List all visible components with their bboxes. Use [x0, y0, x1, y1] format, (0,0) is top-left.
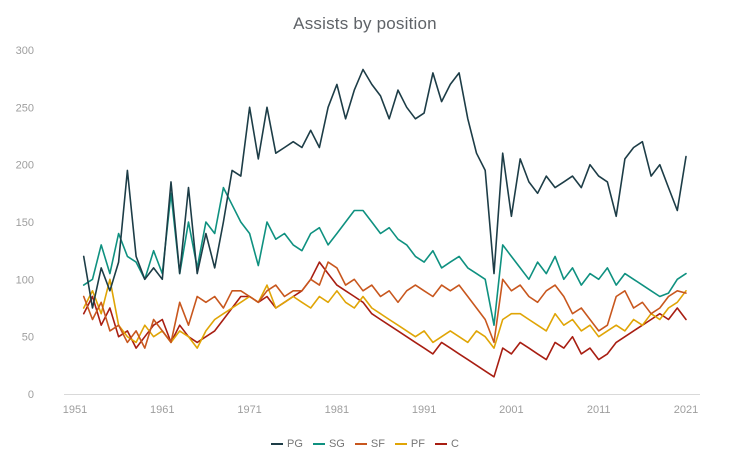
y-tick-label: 0 [28, 389, 34, 401]
legend-label-pg: PG [287, 438, 303, 450]
legend-swatch-pf [394, 443, 407, 445]
x-tick-label: 1981 [325, 404, 349, 416]
x-tick-label: 1991 [412, 404, 436, 416]
legend-label-sf: SF [370, 438, 385, 450]
x-tick-label: 2011 [587, 404, 611, 416]
series-line-sf [82, 261, 687, 349]
legend-label-pf: PF [410, 438, 425, 450]
x-tick-label: 1951 [63, 404, 87, 416]
x-tick-label: 1971 [237, 404, 261, 416]
legend-label-c: C [450, 438, 459, 450]
x-tick-label: 1961 [150, 404, 174, 416]
y-tick-label: 300 [16, 45, 34, 57]
y-tick-label: 100 [16, 274, 34, 286]
chart-legend: PG SG SF PF C [0, 438, 730, 450]
legend-swatch-sf [354, 443, 367, 445]
y-tick-label: 50 [22, 332, 34, 344]
x-tick-label: 2001 [499, 404, 523, 416]
y-tick-label: 150 [16, 217, 34, 229]
y-tick-label: 250 [16, 102, 34, 114]
series-line-c [82, 261, 687, 378]
legend-swatch-sg [312, 443, 325, 445]
legend-item-pg[interactable]: PG [271, 438, 303, 450]
legend-item-c[interactable]: C [434, 438, 459, 450]
chart-title: Assists by position [293, 14, 437, 33]
series-line-pg [82, 68, 687, 309]
legend-item-pf[interactable]: PF [394, 438, 425, 450]
series-line-pf [82, 278, 687, 349]
legend-swatch-pg [271, 443, 284, 445]
y-tick-label: 200 [16, 160, 34, 172]
x-tick-label: 2021 [674, 404, 698, 416]
series-line-sg [82, 186, 687, 327]
legend-swatch-c [434, 443, 447, 445]
legend-label-sg: SG [328, 438, 345, 450]
legend-item-sf[interactable]: SF [354, 438, 385, 450]
legend-item-sg[interactable]: SG [312, 438, 345, 450]
